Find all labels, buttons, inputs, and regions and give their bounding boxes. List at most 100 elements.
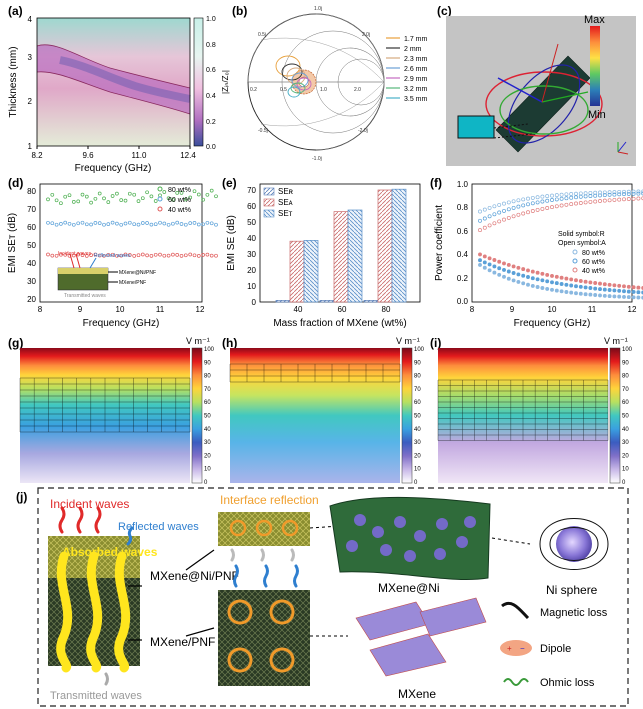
f-point xyxy=(521,197,526,202)
f-point xyxy=(487,205,492,210)
field-tick: 50 xyxy=(622,414,629,420)
field-tick: 70 xyxy=(414,387,421,393)
a-cbar-tick: 1.0 xyxy=(206,16,216,23)
dipole-icon xyxy=(500,640,532,656)
field-tick: 20 xyxy=(414,453,421,459)
field-tick: 80 xyxy=(204,374,211,380)
j-ohmic: Ohmic loss xyxy=(540,677,595,689)
f-point xyxy=(593,199,598,204)
f-point xyxy=(617,288,622,293)
f-point xyxy=(492,204,497,209)
e-bar xyxy=(377,189,393,303)
e-bar xyxy=(391,188,407,303)
d-point xyxy=(106,200,111,204)
d-series xyxy=(46,188,218,258)
a-ytick: 1 xyxy=(28,142,33,151)
f-point xyxy=(598,199,602,203)
f-point xyxy=(598,287,602,292)
f-legend-item: 60 wt% xyxy=(582,259,605,266)
panel-label-a: (a) xyxy=(8,4,23,18)
f-point xyxy=(482,260,487,265)
f-point xyxy=(602,293,607,298)
f-point xyxy=(569,192,574,196)
e-bars xyxy=(275,188,407,303)
d-point xyxy=(102,196,106,201)
field-tick: 70 xyxy=(204,387,211,393)
f-point xyxy=(554,193,559,198)
j-dipole: Dipole xyxy=(540,643,571,655)
f-point xyxy=(516,198,521,203)
f-point xyxy=(540,199,545,204)
f-point xyxy=(526,268,530,273)
f-point xyxy=(593,193,598,198)
f-point xyxy=(636,290,641,295)
f-point xyxy=(511,278,516,283)
f-point xyxy=(506,262,511,267)
d-point xyxy=(153,222,158,227)
j-mxene-ni: MXene@Ni xyxy=(378,581,440,595)
d-point xyxy=(162,253,167,258)
f-point xyxy=(482,225,487,230)
d-point xyxy=(214,222,218,227)
d-point xyxy=(145,253,149,258)
e-ytick: 60 xyxy=(247,202,256,211)
d-point xyxy=(54,222,59,227)
a-xlabel: Frequency (GHz) xyxy=(75,163,152,174)
f-point xyxy=(487,256,492,261)
f-xlabel: Frequency (GHz) xyxy=(514,318,591,329)
f-point xyxy=(497,272,502,277)
f-point xyxy=(636,285,641,290)
d-point xyxy=(209,221,214,226)
d-point xyxy=(214,253,218,258)
d-point xyxy=(149,222,154,227)
f-point xyxy=(511,214,516,219)
f-point xyxy=(583,292,588,297)
d-point xyxy=(183,222,188,227)
f-point xyxy=(564,276,569,281)
f-point xyxy=(545,279,550,284)
d-point xyxy=(188,195,193,200)
f-point xyxy=(521,203,526,208)
d-point xyxy=(63,194,68,199)
field-tick: 10 xyxy=(622,467,629,473)
d-point xyxy=(97,221,102,225)
d-inset-reflected: Reflected waves xyxy=(94,253,131,259)
f-point xyxy=(588,190,593,195)
f-point xyxy=(602,282,607,287)
d-point xyxy=(80,220,85,225)
d-point xyxy=(158,193,162,198)
f-point xyxy=(631,289,636,294)
f-point xyxy=(554,274,559,279)
f-point xyxy=(574,201,578,206)
f-point xyxy=(506,215,511,220)
d-point xyxy=(132,222,137,227)
f-point xyxy=(478,252,482,257)
a-cbar-tick: 0.2 xyxy=(206,119,216,126)
f-point xyxy=(535,270,540,275)
j-interface: Interface reflection xyxy=(220,493,319,507)
f-point xyxy=(583,191,588,196)
d-xtick: 10 xyxy=(116,305,125,314)
f-point xyxy=(502,217,506,222)
d-point xyxy=(149,254,154,258)
field-tick: 30 xyxy=(622,440,629,446)
f-point xyxy=(574,278,578,283)
f-point xyxy=(478,258,482,263)
f-point xyxy=(593,281,598,285)
d-point xyxy=(205,220,210,225)
f-point xyxy=(502,267,506,272)
e-bar xyxy=(303,240,319,303)
b-legend-item: 2.3 mm xyxy=(404,56,428,63)
field-tick: 80 xyxy=(622,374,629,380)
panel-j: Incident waves Reflected waves Absorbed … xyxy=(37,487,629,707)
d-point xyxy=(97,253,102,258)
f-ytick: 1.0 xyxy=(457,180,469,189)
a-xtick: 12.4 xyxy=(180,151,196,160)
d-point xyxy=(166,222,171,227)
d-point xyxy=(110,220,115,225)
f-point xyxy=(574,191,578,196)
f-point xyxy=(583,200,588,205)
f-legend-item: 80 wt% xyxy=(582,250,605,257)
f-point xyxy=(612,283,617,288)
